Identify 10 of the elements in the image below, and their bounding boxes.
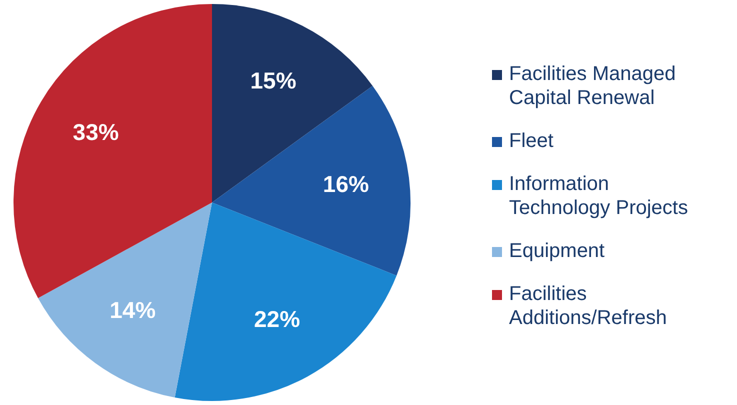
legend-label: Equipment bbox=[509, 239, 605, 263]
legend-label: Facilities Managed Capital Renewal bbox=[509, 62, 677, 110]
legend-label: Information Technology Projects bbox=[509, 172, 689, 220]
data-label: 15% bbox=[250, 68, 296, 94]
data-label: 14% bbox=[110, 297, 156, 324]
data-label: 22% bbox=[254, 306, 300, 332]
legend-label: Facilities Additions/Refresh bbox=[509, 282, 668, 330]
data-label: 16% bbox=[322, 170, 369, 197]
legend-label: Fleet bbox=[509, 129, 554, 153]
data-label: 33% bbox=[72, 119, 119, 146]
